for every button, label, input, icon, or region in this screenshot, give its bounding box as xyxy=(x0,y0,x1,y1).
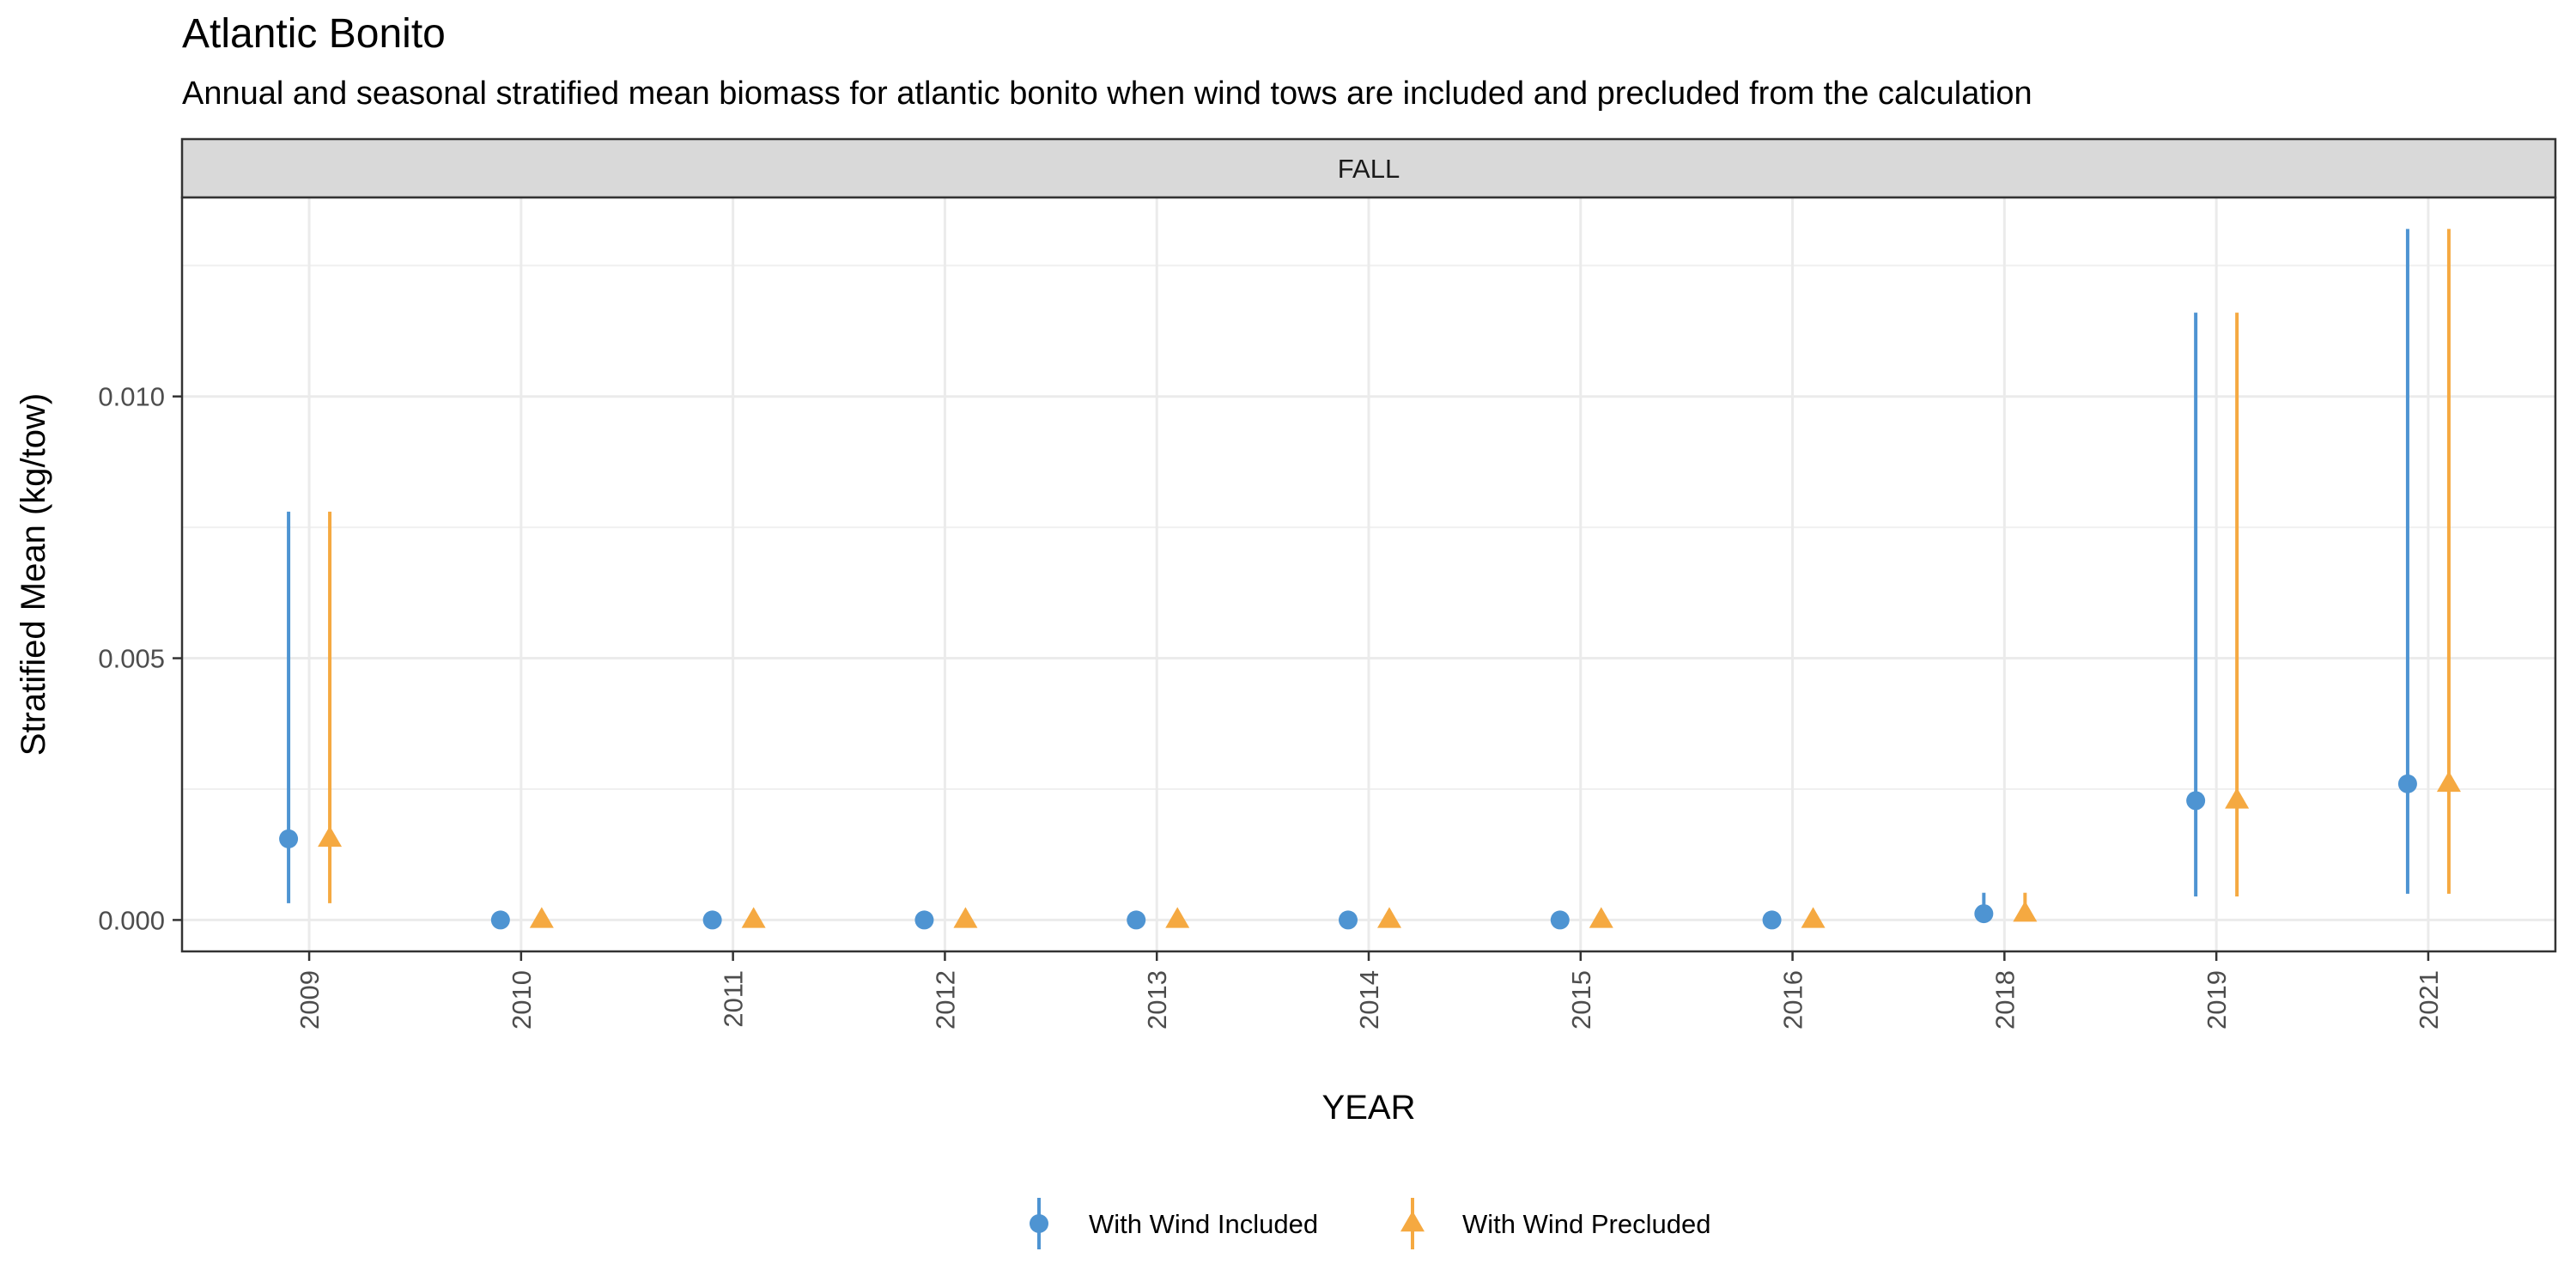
data-point xyxy=(702,910,722,930)
data-point xyxy=(1974,904,1994,924)
data-point xyxy=(1339,910,1358,930)
y-tick-label: 0.005 xyxy=(98,644,165,674)
data-point xyxy=(529,907,554,928)
x-tick-label: 2021 xyxy=(2414,970,2444,1030)
data-point xyxy=(741,907,766,928)
x-tick-label: 2013 xyxy=(1142,970,1172,1030)
data-point xyxy=(2186,791,2206,811)
data-point xyxy=(1377,907,1401,928)
data-point xyxy=(914,910,934,930)
chart-subtitle: Annual and seasonal stratified mean biom… xyxy=(182,76,2032,112)
x-axis: 2009 2010 2011 2012 2013 2014 2015 2016 2018 2019… xyxy=(295,951,2444,1030)
data-point xyxy=(953,907,978,928)
data-point xyxy=(490,910,510,930)
x-axis-label: YEAR xyxy=(1322,1089,1416,1127)
x-tick-label: 2011 xyxy=(719,970,749,1028)
y-tick-label: 0.000 xyxy=(98,905,165,935)
chart-title: Atlantic Bonito xyxy=(182,11,446,57)
data-point xyxy=(1762,910,1782,930)
x-tick-label: 2014 xyxy=(1354,970,1384,1030)
data-point xyxy=(1165,907,1190,928)
data-point xyxy=(1127,910,1146,930)
data-point xyxy=(279,829,299,848)
x-tick-label: 2016 xyxy=(1778,970,1808,1030)
x-tick-label: 2012 xyxy=(930,970,960,1030)
legend-key-marker xyxy=(1400,1210,1425,1232)
y-axis: 0.000 0.005 0.010 xyxy=(98,382,182,935)
y-axis-label: Stratified Mean (kg/tow) xyxy=(15,393,52,756)
legend-key-marker xyxy=(1030,1214,1048,1233)
data-marks xyxy=(279,228,2461,930)
data-point xyxy=(1801,907,1826,928)
x-tick-label: 2015 xyxy=(1566,970,1596,1030)
facet-label: FALL xyxy=(1338,154,1400,184)
data-point xyxy=(2013,901,2038,922)
data-point xyxy=(1550,910,1570,930)
x-tick-label: 2010 xyxy=(507,970,537,1030)
data-point xyxy=(2436,770,2461,793)
data-point xyxy=(2397,774,2417,793)
data-point xyxy=(318,825,343,848)
data-point xyxy=(2225,787,2250,809)
legend: With Wind Included With Wind Precluded xyxy=(1030,1198,1710,1249)
x-tick-label: 2019 xyxy=(2202,970,2232,1030)
grid-lines xyxy=(182,197,2555,951)
y-tick-label: 0.010 xyxy=(98,382,165,412)
data-point xyxy=(1589,907,1613,928)
x-tick-label: 2009 xyxy=(295,970,325,1030)
x-tick-label: 2018 xyxy=(1990,970,2020,1030)
legend-label: With Wind Included xyxy=(1089,1209,1318,1239)
legend-label: With Wind Precluded xyxy=(1462,1209,1710,1239)
